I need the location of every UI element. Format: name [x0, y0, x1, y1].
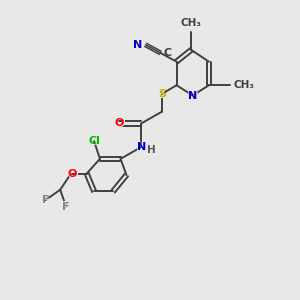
Text: S: S: [157, 87, 167, 101]
Text: O: O: [66, 167, 78, 181]
Text: F: F: [62, 202, 70, 212]
Text: O: O: [114, 118, 124, 128]
Text: O: O: [113, 116, 125, 130]
Text: N: N: [135, 140, 147, 154]
Text: S: S: [158, 89, 166, 99]
Text: C: C: [164, 48, 172, 58]
Text: CH₃: CH₃: [181, 18, 202, 28]
Text: Cl: Cl: [88, 136, 100, 146]
Text: N: N: [188, 91, 197, 100]
Text: CH₃: CH₃: [233, 80, 254, 90]
Text: H: H: [147, 145, 156, 155]
Text: F: F: [41, 193, 50, 207]
Text: N: N: [136, 142, 146, 152]
Text: Cl: Cl: [87, 134, 101, 148]
Text: F: F: [42, 195, 49, 205]
Text: N: N: [187, 88, 199, 103]
Text: F: F: [61, 200, 71, 214]
Text: O: O: [67, 169, 77, 178]
Text: N: N: [133, 40, 142, 50]
